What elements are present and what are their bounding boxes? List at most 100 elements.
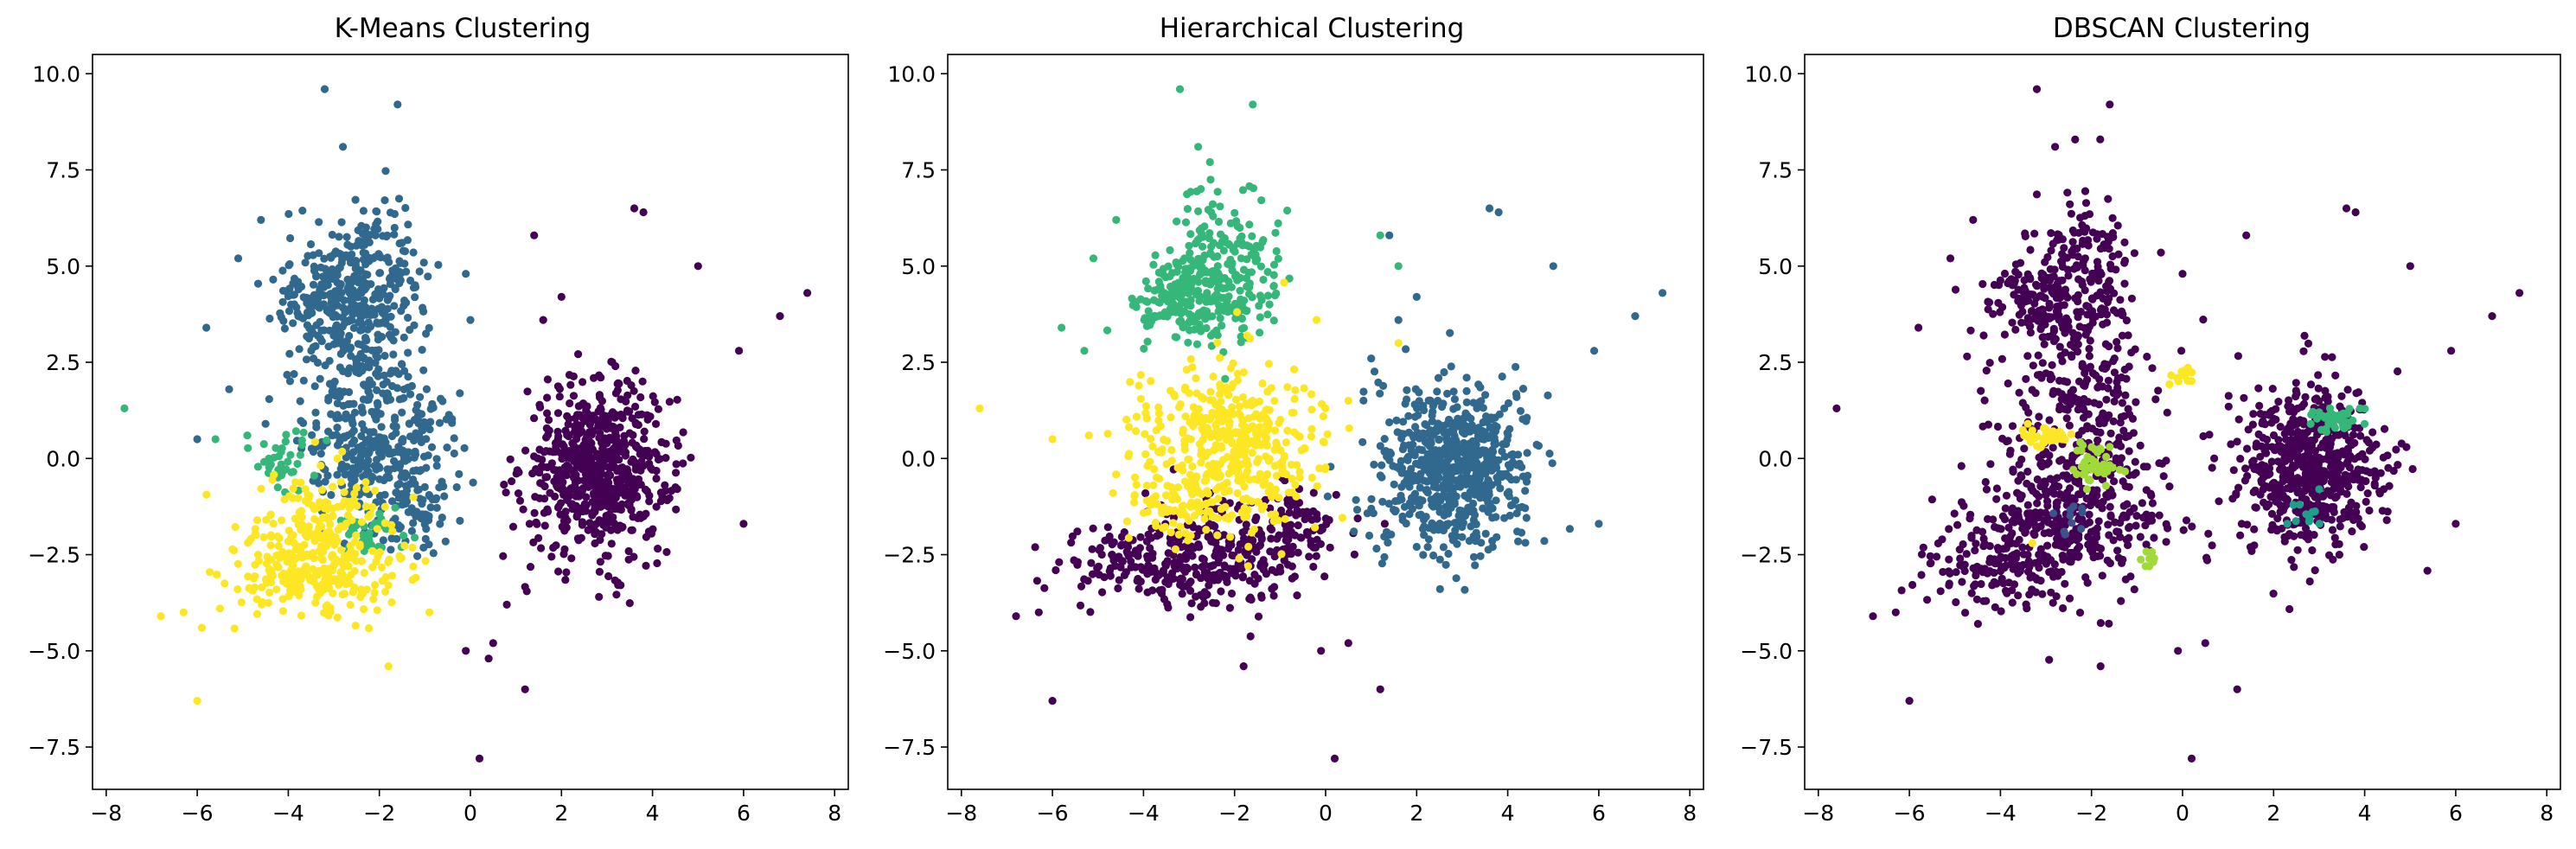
scatter-point: [1323, 492, 1332, 501]
scatter-point: [1505, 511, 1514, 520]
scatter-point: [1197, 393, 1205, 401]
panel-dbscan: DBSCAN Clustering −8 −6 −4 −2 0 2 4 6 8 −7.5−5.0…: [1740, 13, 2561, 826]
y-tick-label: −5.0: [28, 639, 80, 664]
scatter-point: [361, 381, 369, 390]
scatter-point: [1151, 519, 1160, 527]
scatter-point: [1394, 316, 1403, 324]
scatter-point: [2227, 440, 2235, 449]
scatter-point: [596, 470, 605, 480]
scatter-point: [284, 549, 293, 558]
scatter-point: [1262, 570, 1270, 578]
scatter-point: [1307, 405, 1316, 414]
scatter-point: [389, 448, 398, 457]
scatter-point: [2081, 266, 2089, 275]
scatter-point: [1225, 603, 1234, 612]
scatter-point: [1203, 414, 1212, 423]
scatter-point: [266, 511, 275, 520]
scatter-point: [368, 304, 376, 313]
scatter-point: [640, 435, 649, 444]
scatter-point: [351, 195, 360, 204]
scatter-point: [1402, 519, 1410, 528]
scatter-point: [1179, 501, 1187, 510]
scatter-point: [341, 470, 349, 479]
scatter-point: [2259, 418, 2267, 426]
scatter-point: [381, 167, 390, 176]
scatter-point: [1175, 85, 1185, 93]
scatter-point: [1370, 367, 1379, 376]
scatter-point: [2088, 228, 2097, 237]
scatter-point: [1219, 246, 1228, 255]
scatter-point: [380, 196, 389, 205]
scatter-point: [1235, 402, 1244, 411]
scatter-point: [306, 239, 316, 249]
scatter-point: [1226, 533, 1235, 541]
scatter-point: [1256, 313, 1264, 322]
scatter-point: [284, 209, 293, 219]
scatter-point: [1409, 440, 1417, 449]
scatter-point: [310, 514, 319, 523]
scatter-point: [555, 385, 565, 393]
scatter-point: [574, 350, 583, 359]
scatter-point: [367, 322, 375, 331]
scatter-point: [2081, 199, 2091, 207]
scatter-point: [1140, 344, 1148, 353]
scatter-point: [1477, 397, 1486, 405]
scatter-point: [606, 424, 615, 432]
scatter-point: [1294, 521, 1302, 530]
scatter-point: [323, 436, 331, 444]
scatter-point: [333, 424, 342, 432]
scatter-point: [419, 452, 429, 461]
scatter-point: [2322, 514, 2331, 523]
scatter-point: [1503, 429, 1512, 437]
scatter-point: [392, 367, 400, 376]
scatter-point: [2120, 238, 2129, 246]
scatter-point: [272, 560, 281, 569]
x-axis: −8 −6 −4 −2 0 2 4 6 8: [90, 789, 841, 826]
scatter-point: [2315, 453, 2324, 462]
scatter-point: [2336, 488, 2345, 496]
scatter-point: [1418, 446, 1427, 455]
scatter-point: [1051, 565, 1060, 575]
scatter-point: [1465, 537, 1473, 546]
scatter-point: [2066, 200, 2074, 208]
scatter-point: [2037, 305, 2046, 315]
scatter-point: [1978, 279, 1987, 289]
scatter-point: [2088, 294, 2097, 303]
scatter-point: [671, 483, 680, 492]
scatter-point: [1238, 528, 1247, 537]
scatter-point: [776, 312, 784, 321]
scatter-point: [2074, 275, 2083, 284]
scatter-point: [1502, 439, 1511, 449]
scatter-point: [1150, 286, 1159, 295]
scatter-point: [383, 465, 392, 474]
scatter-point: [1391, 507, 1400, 515]
scatter-point: [1307, 424, 1316, 433]
scatter-point: [392, 422, 400, 431]
scatter-point: [384, 558, 393, 566]
y-tick-label: 0.0: [901, 446, 936, 471]
x-tick-label: −2: [1218, 801, 1250, 826]
scatter-point: [1363, 509, 1371, 518]
y-tick-label: 10.0: [32, 61, 80, 86]
scatter-point: [349, 323, 358, 332]
scatter-point: [1259, 556, 1268, 565]
scatter-point: [2273, 443, 2282, 451]
scatter-point: [321, 571, 330, 579]
scatter-point: [1185, 241, 1193, 250]
scatter-point: [1287, 530, 1296, 539]
scatter-point: [1461, 585, 1469, 594]
scatter-point: [1237, 324, 1247, 333]
scatter-point: [679, 428, 687, 437]
scatter-point: [1188, 462, 1197, 471]
scatter-point: [361, 436, 370, 445]
scatter-point: [2026, 246, 2035, 254]
scatter-point: [565, 431, 573, 439]
scatter-point: [1476, 552, 1485, 560]
scatter-point: [1183, 482, 1192, 490]
scatter-point: [2259, 485, 2267, 494]
scatter-point: [1040, 584, 1049, 592]
scatter-point: [231, 522, 240, 532]
scatter-point: [402, 298, 411, 307]
scatter-point: [413, 412, 423, 420]
scatter-point: [336, 413, 344, 422]
